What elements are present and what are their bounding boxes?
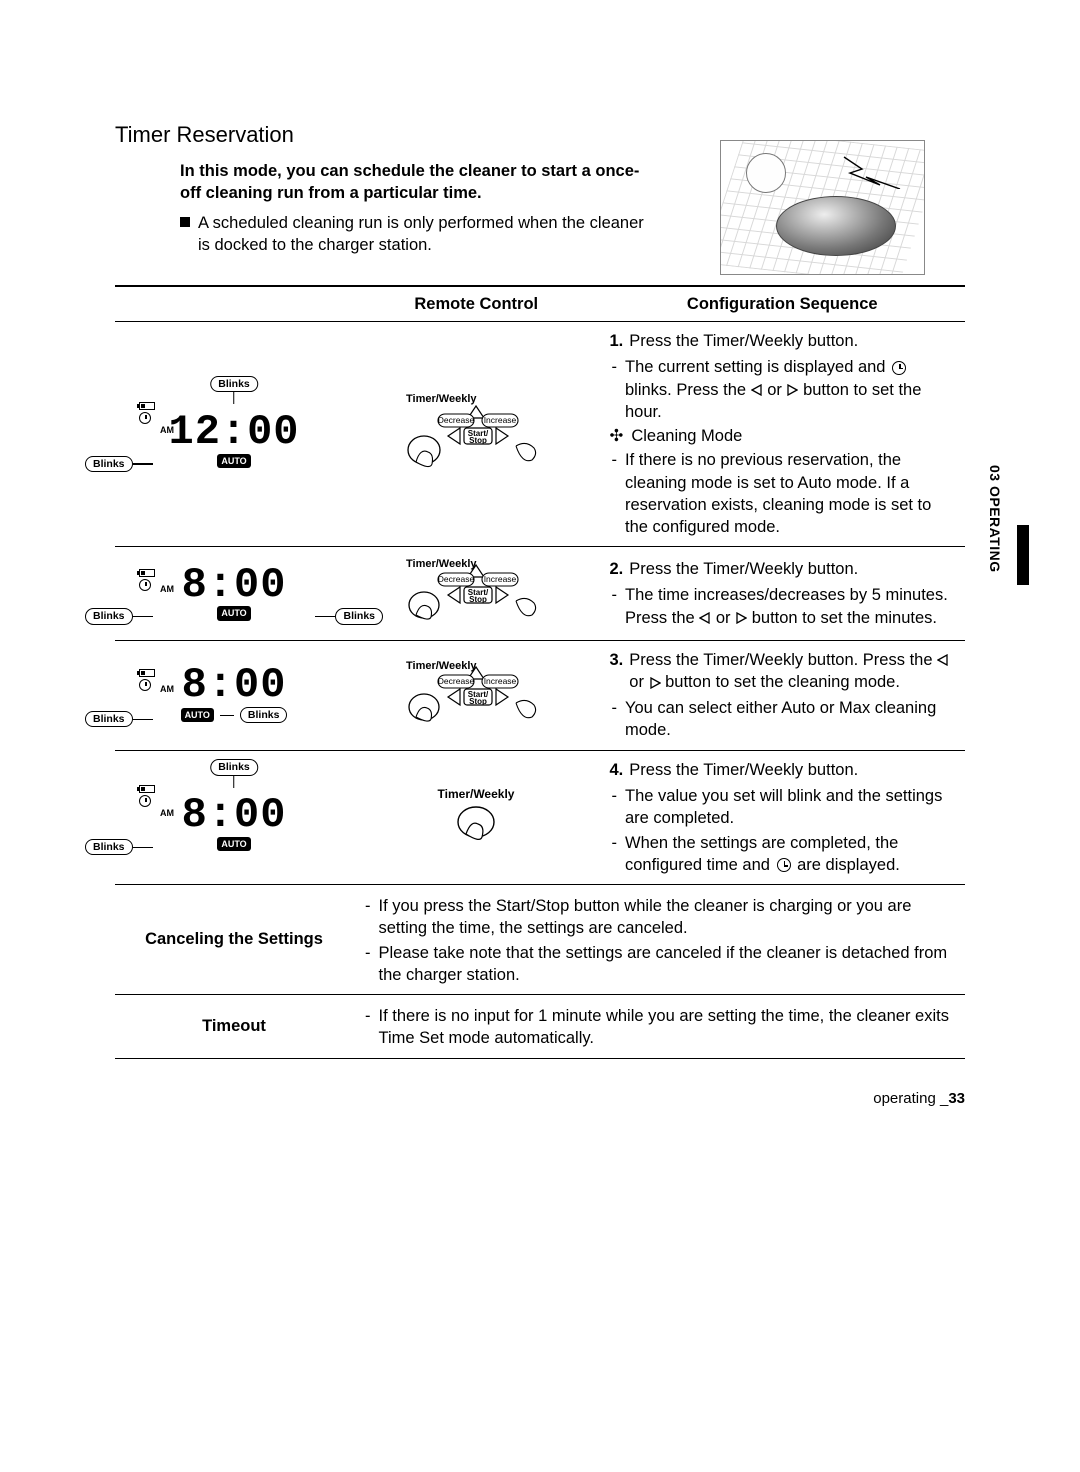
- table-row: AM 8:00 Blinks Blinks AUTO Timer/Weekly: [115, 547, 965, 640]
- table-row: AM 8:00 Blinks AUTO Blinks Time: [115, 640, 965, 750]
- intro-bullet: A scheduled cleaning run is only perform…: [198, 212, 645, 257]
- svg-text:Timer/Weekly: Timer/Weekly: [406, 558, 477, 570]
- svg-text:Stop: Stop: [469, 595, 487, 604]
- display-cell: Blinks AM 8:00 Blinks AUTO: [115, 750, 353, 884]
- clock-icon: [139, 412, 151, 424]
- config-bullet: If there is no input for 1 minute while …: [363, 1005, 955, 1050]
- footer-prefix: operating _: [873, 1090, 948, 1107]
- svg-text:Decrease: Decrease: [438, 574, 475, 584]
- config-bullet: If you press the Start/Stop button while…: [363, 895, 955, 940]
- config-bullet: The current setting is displayed and bli…: [610, 356, 956, 423]
- svg-text:Increase: Increase: [484, 415, 517, 425]
- remote-cell: Timer/Weekly: [353, 750, 600, 884]
- svg-text:Increase: Increase: [484, 676, 517, 686]
- table-row: Blinks AM 8:00 Blinks AUTO Timer/Weekly: [115, 750, 965, 884]
- config-bullet: The value you set will blink and the set…: [610, 785, 956, 830]
- remote-figure: Timer/Weekly: [416, 784, 536, 844]
- remote-figure: Timer/Weekly Start/ Stop Decrease Increa…: [376, 555, 576, 625]
- remote-cell: Timer/Weekly Start/ Stop Decrease Increa…: [353, 640, 600, 750]
- seg-time: 12:00: [168, 408, 299, 456]
- inline-clock-icon: [777, 858, 791, 872]
- config-table: Remote Control Configuration Sequence Bl…: [115, 286, 965, 1059]
- lightning-icon: [842, 155, 902, 189]
- star-icon: ✣: [610, 425, 624, 447]
- blinks-pill: Blinks: [210, 376, 258, 392]
- display-cell: AM 8:00 Blinks AUTO Blinks: [115, 640, 353, 750]
- canceling-content: If you press the Start/Stop button while…: [353, 885, 965, 995]
- remote-cell: Timer/Weekly Start/ Stop Decrease Increa…: [353, 547, 600, 640]
- config-bullet: If there is no previous reservation, the…: [610, 449, 956, 538]
- remote-cell: Timer/Weekly Start/ Stop Decrease Incre: [353, 322, 600, 547]
- blinks-pill: Blinks: [85, 456, 133, 472]
- timer-weekly-label: Timer/Weekly: [406, 393, 477, 405]
- col1-header: [115, 286, 353, 321]
- seg-time: 8:00: [182, 561, 287, 609]
- config-bullet: When the settings are completed, the con…: [610, 832, 956, 877]
- am-label: AM: [160, 424, 174, 436]
- side-label: 03 OPERATING: [985, 465, 1004, 573]
- timeout-label: Timeout: [115, 995, 353, 1059]
- config-bullet: Please take note that the settings are c…: [363, 942, 955, 987]
- intro-bold: In this mode, you can schedule the clean…: [180, 160, 645, 205]
- side-tab: 03 OPERATING: [985, 465, 1015, 595]
- side-bar: [1017, 525, 1029, 585]
- col3-header: Configuration Sequence: [600, 286, 966, 321]
- svg-text:Stop: Stop: [469, 697, 487, 706]
- config-cell: 3. Press the Timer/Weekly button. Press …: [600, 640, 966, 750]
- battery-icon: [139, 402, 155, 410]
- svg-text:Decrease: Decrease: [438, 676, 475, 686]
- svg-text:Timer/Weekly: Timer/Weekly: [406, 660, 477, 672]
- table-row: Canceling the Settings If you press the …: [115, 885, 965, 995]
- display-cell: Blinks AM 12:00 Blinks: [115, 322, 353, 547]
- remote-figure: Timer/Weekly Start/ Stop Decrease Increa…: [376, 657, 576, 727]
- col2-header: Remote Control: [353, 286, 600, 321]
- star-text: Cleaning Mode: [631, 425, 742, 447]
- config-bullet: The time increases/decreases by 5 minute…: [610, 584, 956, 629]
- remote-figure: Timer/Weekly Start/ Stop Decrease Incre: [376, 388, 576, 474]
- square-bullet-icon: [180, 217, 190, 227]
- auto-badge: AUTO: [217, 454, 250, 468]
- hero-figure: [720, 140, 925, 275]
- table-row: Blinks AM 12:00 Blinks: [115, 322, 965, 547]
- config-cell: 1. Press the Timer/Weekly button. The cu…: [600, 322, 966, 547]
- display-cell: AM 8:00 Blinks Blinks AUTO: [115, 547, 353, 640]
- footer-page: 33: [948, 1090, 965, 1107]
- svg-text:Increase: Increase: [484, 574, 517, 584]
- timeout-content: If there is no input for 1 minute while …: [353, 995, 965, 1059]
- table-row: Timeout If there is no input for 1 minut…: [115, 995, 965, 1059]
- step-number: 1.: [610, 330, 624, 352]
- config-cell: 4.Press the Timer/Weekly button. The val…: [600, 750, 966, 884]
- step-text: Press the Timer/Weekly button.: [629, 330, 858, 352]
- canceling-label: Canceling the Settings: [115, 885, 353, 995]
- lcd-icons: [139, 402, 155, 424]
- inline-clock-icon: [892, 361, 906, 375]
- page-footer: operating _33: [115, 1089, 965, 1109]
- svg-text:Stop: Stop: [469, 436, 487, 445]
- svg-text:Timer/Weekly: Timer/Weekly: [438, 787, 515, 801]
- config-bullet: You can select either Auto or Max cleani…: [610, 697, 956, 742]
- svg-text:Decrease: Decrease: [438, 415, 475, 425]
- config-cell: 2.Press the Timer/Weekly button. The tim…: [600, 547, 966, 640]
